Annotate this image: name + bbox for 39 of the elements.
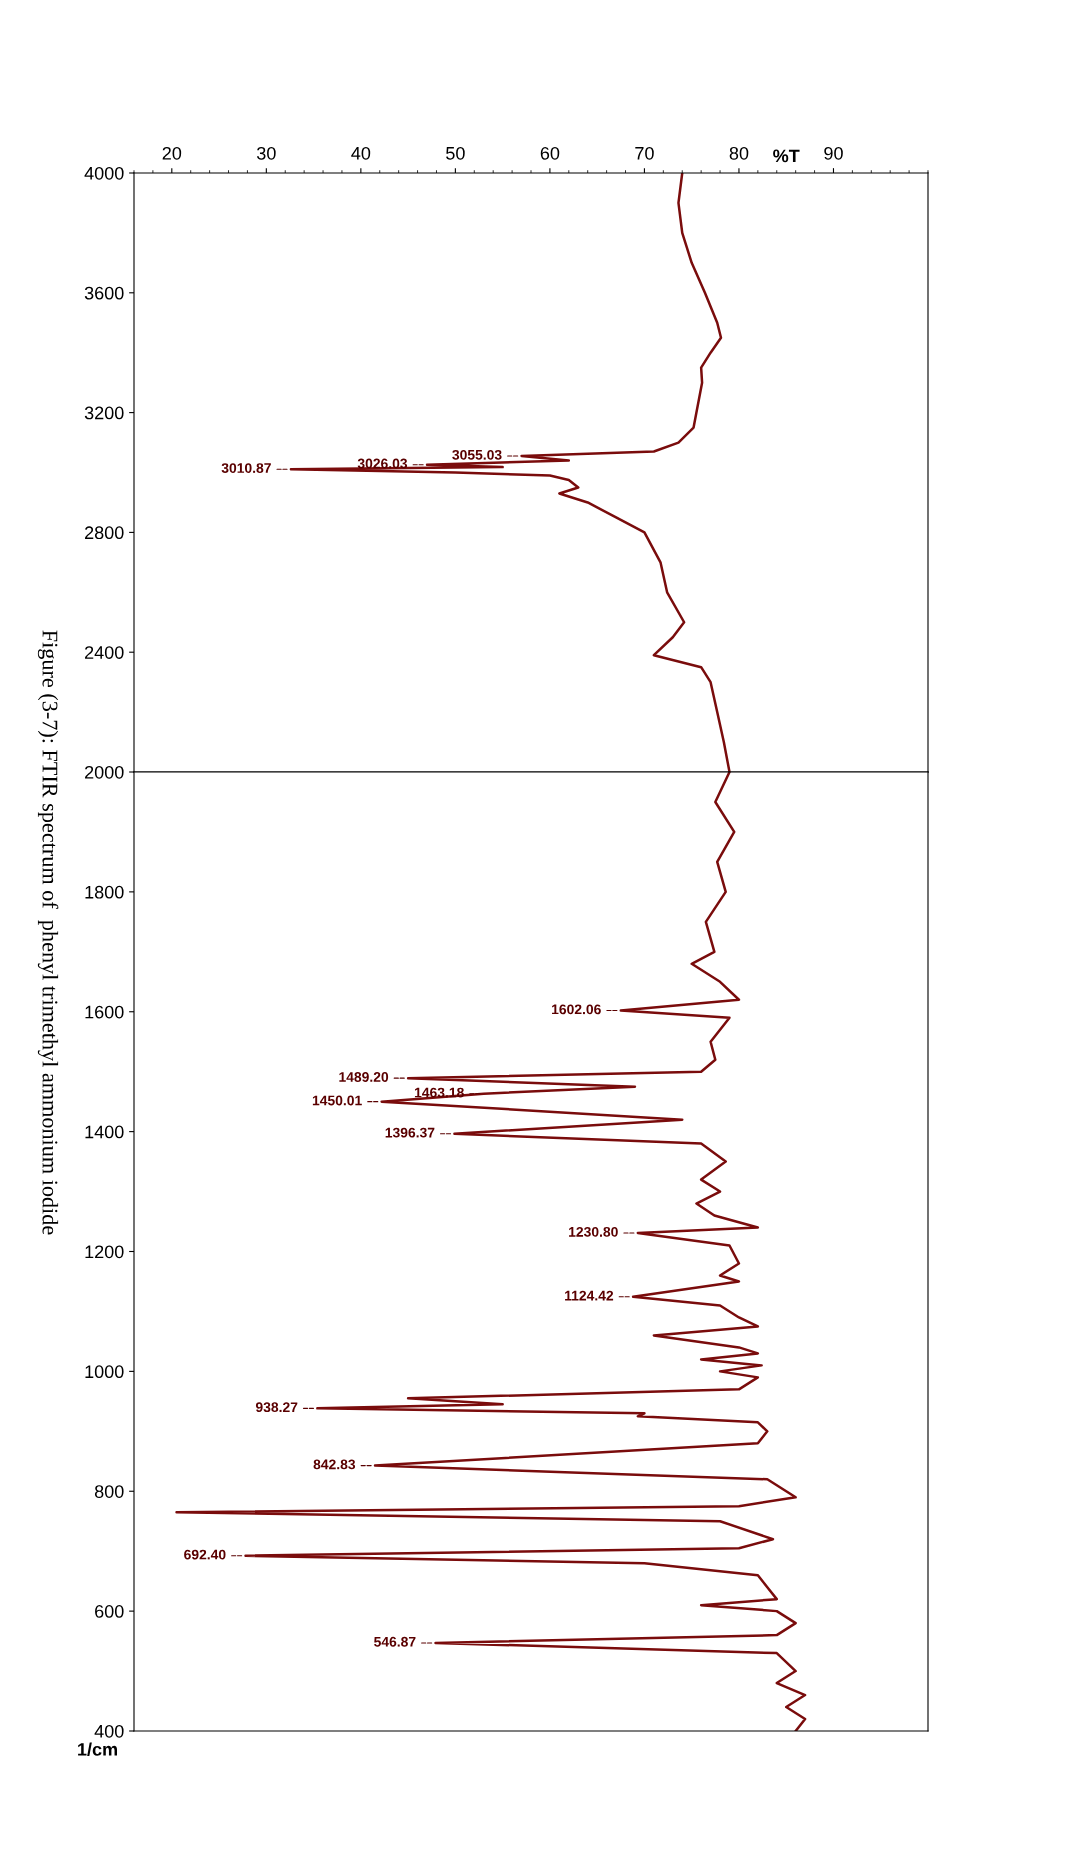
annotation: 1230.80 (569, 1226, 618, 1237)
y-tick-label: 2400 (85, 646, 124, 659)
y-tick-label: 1200 (85, 1245, 124, 1259)
annotation: 3055.03 (452, 449, 502, 460)
y-tick-label: 3200 (84, 406, 124, 420)
y-tick-label: 3600 (84, 286, 124, 300)
y-tick-label: 1400 (85, 1125, 124, 1139)
x-tick-label: 50 (446, 146, 465, 160)
annotation: 692.40 (184, 1549, 226, 1560)
y-tick-label: 4000 (84, 166, 124, 180)
y-tick-label: 2800 (85, 526, 124, 540)
x-axis-title: %T (773, 149, 800, 163)
annotation: 3010.87 (221, 463, 271, 473)
x-tick-label: 90 (824, 146, 843, 160)
x-tick-label: 80 (729, 146, 749, 160)
y-axis-title: 1/cm (78, 1742, 117, 1756)
annotation: 1450.01 (312, 1095, 362, 1106)
annotation: 3026.03 (357, 458, 408, 469)
annotation: 842.83 (313, 1459, 356, 1470)
annotation: 1489.20 (339, 1072, 389, 1082)
annotation: 1124.42 (565, 1290, 614, 1301)
annotation: 1602.06 (552, 1004, 601, 1015)
x-tick-label: 30 (256, 146, 276, 160)
x-tick-label: 20 (162, 146, 182, 160)
y-tick-label: 800 (94, 1485, 124, 1498)
y-tick-label: 600 (95, 1605, 124, 1618)
annotation: 1463.18 (414, 1087, 464, 1098)
annotation: 1396.37 (385, 1127, 435, 1138)
annotation: 938.27 (255, 1402, 298, 1413)
y-tick-label: 1000 (85, 1365, 124, 1379)
annotation: 546.87 (374, 1636, 416, 1647)
text: Figure (3-7): FTIR spectrum of phenyl trimethyl ammonium iodide (37, 630, 59, 1235)
x-tick-label: 60 (540, 146, 560, 160)
x-tick-label: 40 (351, 146, 371, 160)
y-tick-label: 1800 (85, 885, 124, 899)
x-tick-label: 70 (635, 146, 654, 160)
y-tick-label: 1600 (85, 1005, 124, 1019)
y-tick-label: 2000 (85, 765, 124, 779)
y-tick-label: 400 (94, 1724, 124, 1738)
